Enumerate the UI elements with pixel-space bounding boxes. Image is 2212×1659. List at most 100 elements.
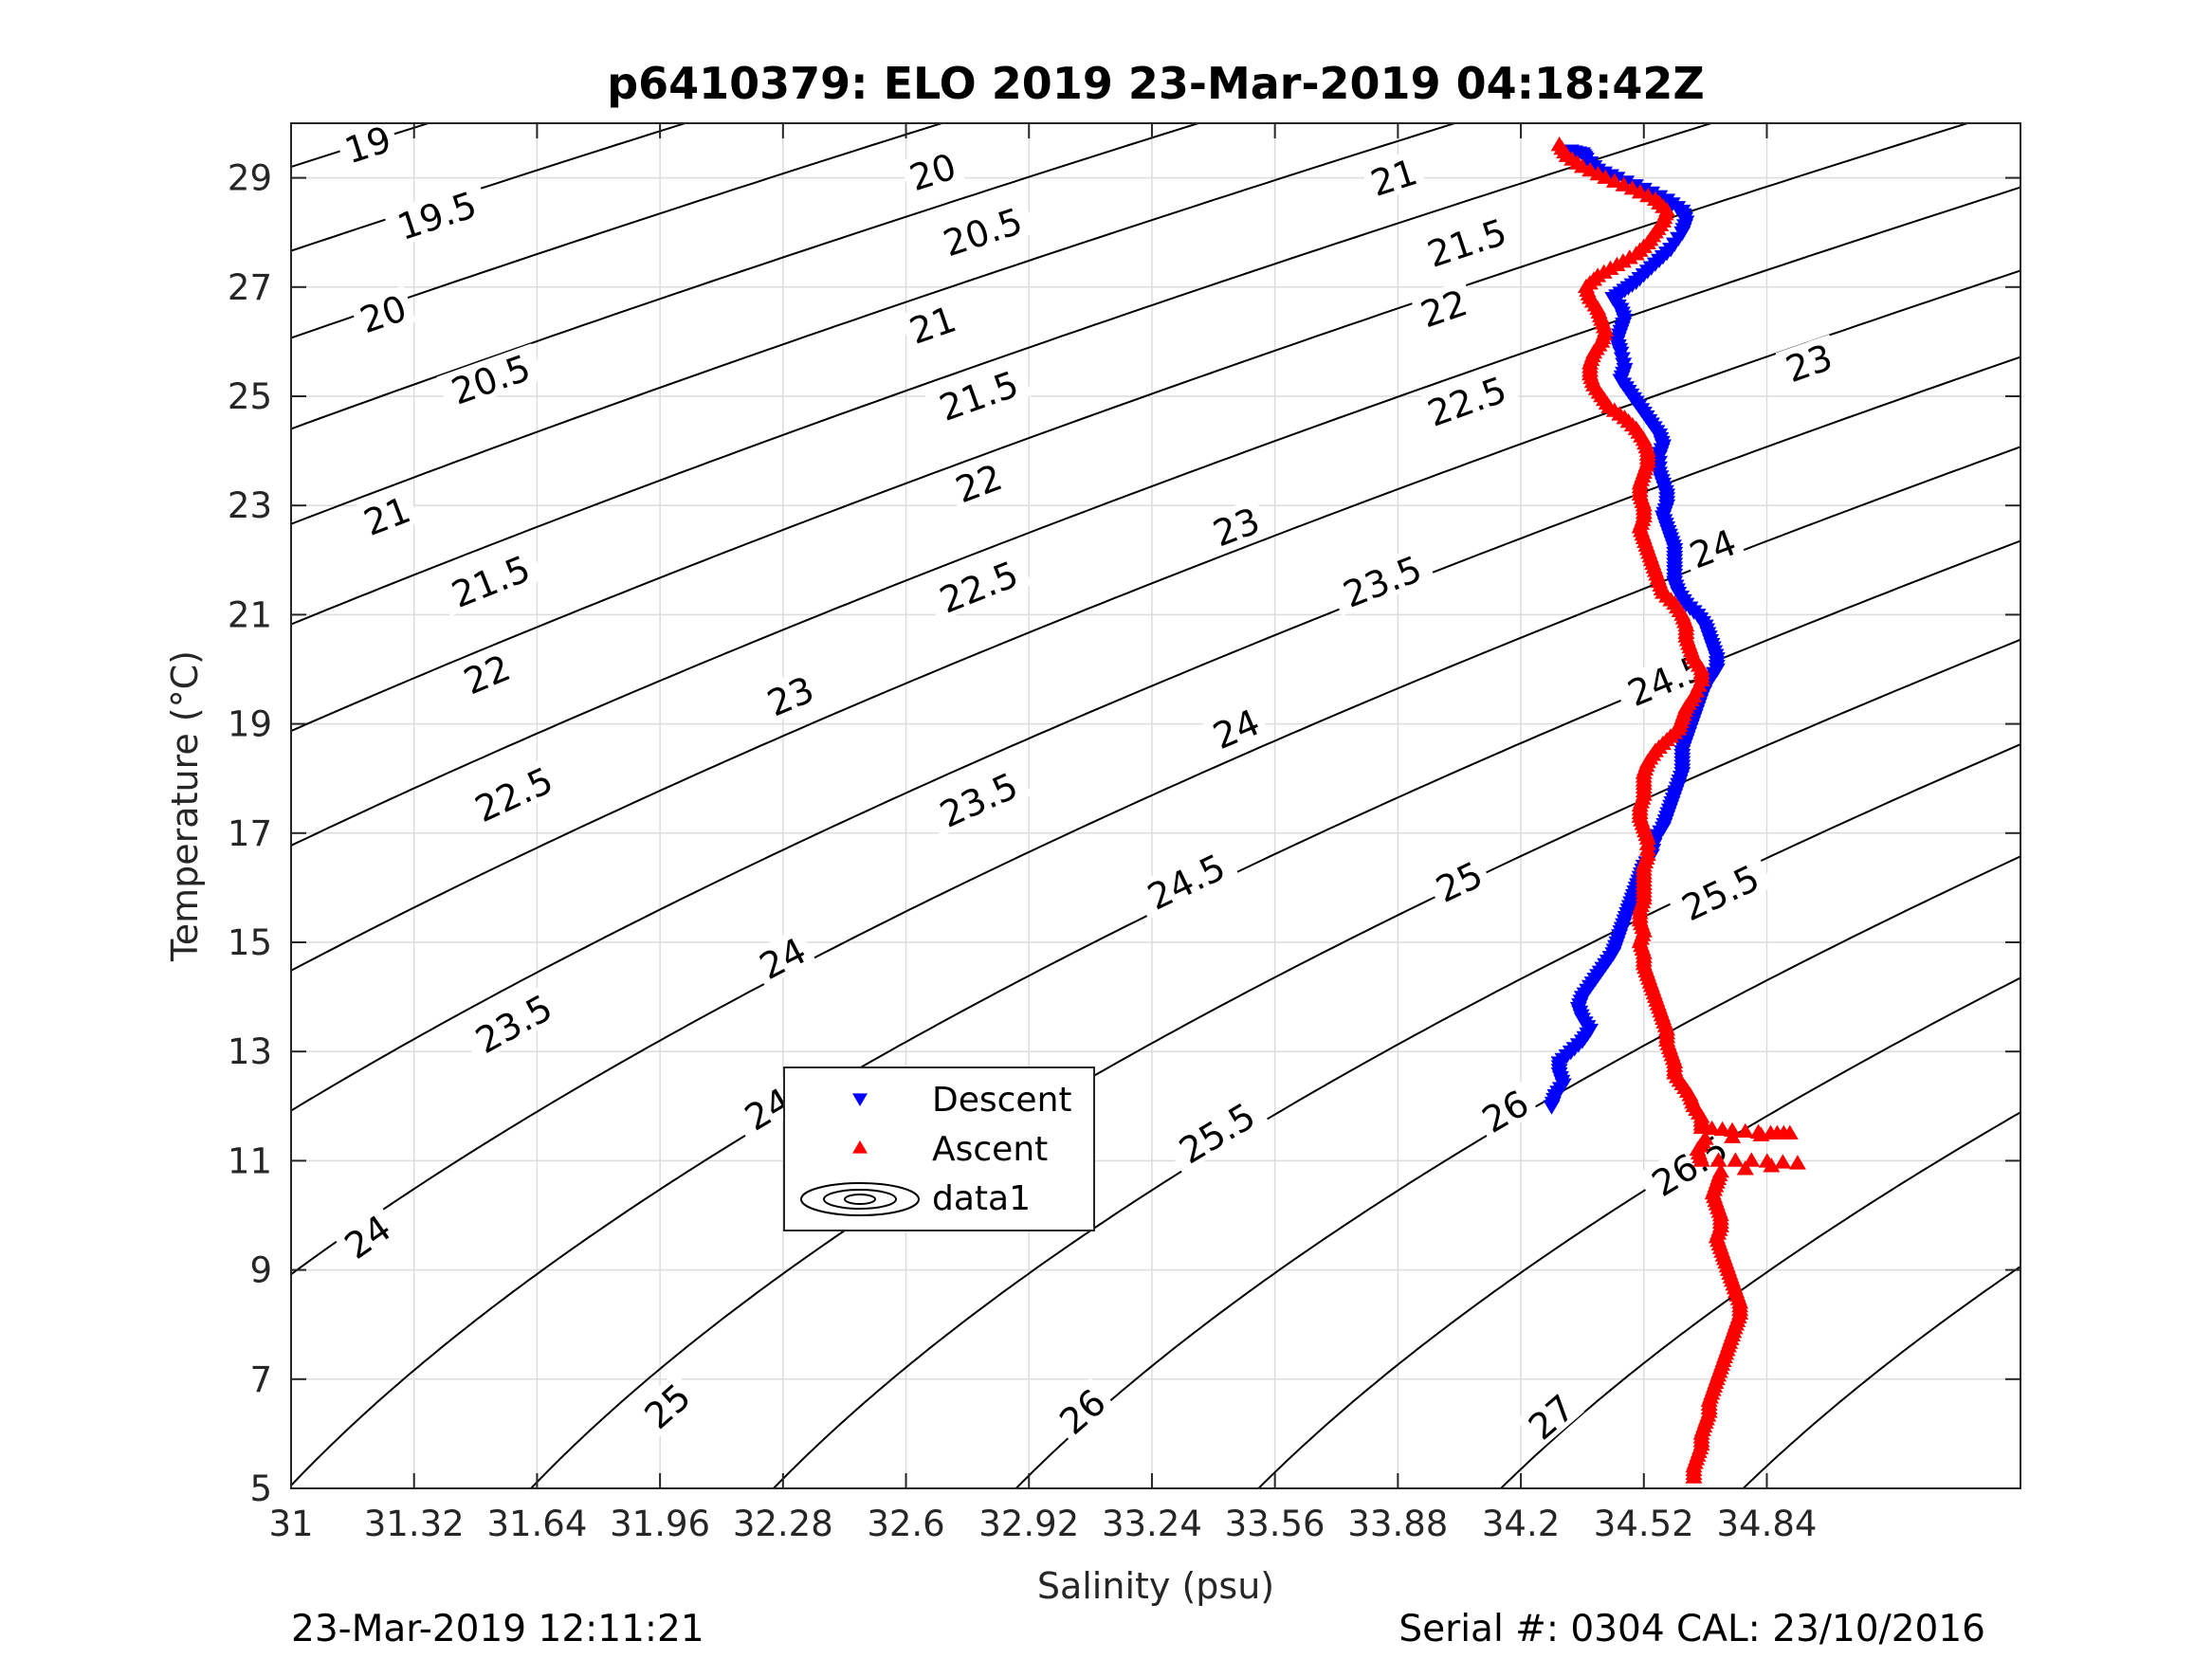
x-tick-label: 34.84	[1717, 1504, 1818, 1544]
x-tick-label: 32.28	[733, 1504, 833, 1544]
legend-label: data1	[932, 1179, 1031, 1218]
x-tick-label: 31	[268, 1504, 313, 1544]
legend-entry-data1: data1	[800, 1179, 1031, 1218]
data-point	[1692, 1152, 1710, 1167]
contour-label-bg	[436, 543, 544, 617]
contour-label-bg	[899, 296, 966, 351]
data-point	[1727, 1152, 1745, 1167]
y-axis-label: Temperature (°C)	[164, 650, 206, 962]
density-contour-26	[1015, 855, 2020, 1488]
data-point	[1597, 169, 1615, 184]
density-contour-21	[291, 123, 1458, 525]
y-tick-label: 17	[228, 813, 272, 854]
series-ascent	[1550, 137, 1806, 1484]
x-tick-label: 34.52	[1594, 1504, 1694, 1544]
data-point	[1692, 1119, 1710, 1135]
contour-label-bg	[1636, 1121, 1742, 1208]
contour-label-bg	[944, 454, 1012, 510]
x-axis-label: Salinity (psu)	[1037, 1565, 1274, 1607]
plot-frame	[290, 122, 2021, 1489]
contour-label-bg	[436, 343, 544, 413]
legend-label: Ascent	[932, 1130, 1048, 1169]
data-point	[1605, 173, 1623, 188]
data-point	[1724, 1128, 1742, 1143]
density-contour-24.5	[291, 539, 2020, 1487]
contour-label-bg	[924, 760, 1033, 837]
density-contour-19	[291, 123, 431, 169]
contour-label-bg	[1047, 1377, 1116, 1444]
y-tick-label: 19	[228, 704, 272, 745]
data-point	[1685, 1468, 1703, 1484]
contour-label-bg	[928, 196, 1036, 264]
contour-label-bg	[1132, 841, 1239, 920]
x-tick-label: 33.88	[1347, 1504, 1448, 1544]
y-tick-label: 27	[228, 267, 272, 308]
contour-label-bg	[1202, 497, 1270, 554]
contour-label-bg	[334, 116, 401, 171]
series-descent	[1543, 144, 1726, 1115]
y-tick-label: 29	[228, 158, 272, 199]
contour-label-22: 22	[944, 454, 1012, 511]
contour-label-bg	[459, 755, 567, 831]
y-tick-label: 21	[228, 594, 272, 635]
legend-entry-descent: Descent	[852, 1081, 1072, 1120]
data-point	[1543, 1100, 1561, 1115]
contour-label-bg	[353, 486, 420, 543]
x-tick-label: 32.6	[867, 1504, 944, 1544]
x-tick-label: 32.92	[978, 1504, 1079, 1544]
density-contour-25.5	[772, 743, 2020, 1488]
data-point	[1763, 1158, 1781, 1173]
contour-label-bg	[382, 180, 490, 248]
contour-label-bg	[460, 981, 567, 1064]
contour-label-22: 22	[1410, 280, 1477, 336]
contour-label-bg	[1424, 850, 1493, 910]
contour-label-bg	[1666, 852, 1774, 931]
contour-label-bg	[1678, 520, 1746, 575]
contour-label-23: 23	[1202, 497, 1270, 555]
contour-label-bg	[1327, 543, 1436, 616]
y-tick-label: 7	[249, 1359, 272, 1400]
contour-label-bg	[452, 644, 521, 702]
data-point	[1736, 1160, 1754, 1176]
contour-label-bg	[332, 1203, 401, 1267]
contour-label-bg	[1361, 149, 1427, 203]
density-contours	[291, 123, 2020, 1488]
x-tick-label: 33.24	[1102, 1504, 1202, 1544]
contour-label-bg	[1410, 280, 1477, 335]
legend-marker-icon	[852, 1093, 868, 1106]
density-contour-25	[529, 638, 2020, 1488]
contour-label-bg	[1516, 1382, 1584, 1449]
density-contour-24	[291, 446, 2020, 1276]
contour-label-bg	[756, 665, 824, 724]
density-contour-21.5	[291, 123, 1715, 626]
y-tick-label: 13	[228, 1031, 272, 1072]
chart-title: p6410379: ELO 2019 23-Mar-2019 04:18:42Z	[607, 58, 1705, 109]
data-point	[1703, 1120, 1721, 1136]
legend-contour-icon	[800, 1182, 920, 1216]
contour-label-bg	[924, 549, 1033, 622]
x-tick-label: 31.96	[610, 1504, 710, 1544]
legend-entry-ascent: Ascent	[852, 1130, 1048, 1169]
contour-label-bg	[748, 926, 816, 988]
legend-label: Descent	[932, 1081, 1072, 1120]
contour-label-bg	[899, 143, 965, 198]
density-contour-27	[1499, 1111, 2020, 1488]
y-tick-label: 15	[228, 922, 272, 963]
density-contour-20.5	[291, 123, 1202, 430]
footer-serial-cal: Serial #: 0304 CAL: 23/10/2016	[1398, 1608, 1985, 1650]
data-point	[1743, 1152, 1761, 1167]
y-tick-label: 25	[228, 376, 272, 417]
data-point	[1781, 1124, 1799, 1139]
x-tick-label: 33.56	[1225, 1504, 1325, 1544]
axis-ticks: 31 31.32 31.64 31.96 32.28 32.6 32.92 33.24 33.5…	[228, 123, 2020, 1544]
contour-label-bg	[1163, 1089, 1270, 1175]
x-tick-label: 34.2	[1482, 1504, 1560, 1544]
x-tick-label: 31.32	[364, 1504, 465, 1544]
legend: Descent Ascent data1	[783, 1066, 1095, 1231]
contour-label-bg	[1201, 699, 1270, 757]
density-contour-20	[291, 123, 945, 339]
x-tick-label: 31.64	[486, 1504, 587, 1544]
y-tick-label: 11	[228, 1140, 272, 1181]
data-point	[1736, 1122, 1754, 1138]
